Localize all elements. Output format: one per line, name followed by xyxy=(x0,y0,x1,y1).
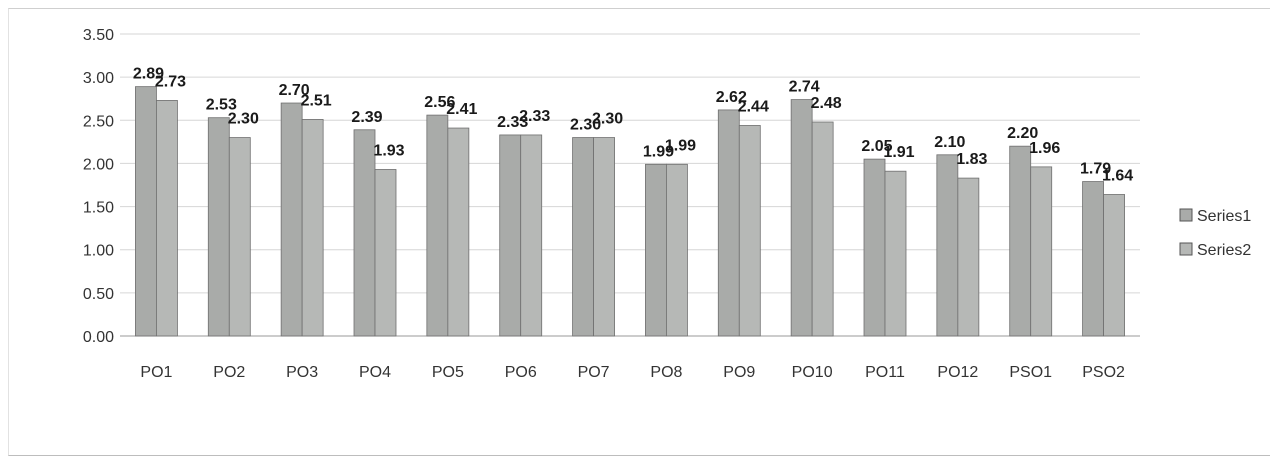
y-tick-label: 3.00 xyxy=(83,70,114,87)
x-tick-label: PO8 xyxy=(650,364,682,381)
bar-series2 xyxy=(156,100,178,337)
data-label-series2: 1.93 xyxy=(373,142,404,159)
x-tick-label: PO7 xyxy=(578,364,610,381)
y-tick-label: 2.50 xyxy=(83,113,114,130)
bar-series1 xyxy=(645,163,667,337)
bar-series1 xyxy=(207,117,230,337)
data-label-series2: 2.33 xyxy=(519,108,550,125)
data-label-series2: 1.96 xyxy=(1029,140,1060,157)
legend-swatch xyxy=(1179,242,1193,256)
bar-series1 xyxy=(499,134,522,337)
x-tick-label: PO3 xyxy=(286,364,318,381)
bar-series2 xyxy=(811,121,834,337)
x-tick-label: PO6 xyxy=(505,364,537,381)
bar-series2 xyxy=(738,125,761,337)
bar-series1 xyxy=(572,137,594,337)
bar-series2 xyxy=(301,119,324,337)
data-label-series2: 1.91 xyxy=(883,144,914,161)
data-label-series2: 2.73 xyxy=(155,73,186,90)
bars xyxy=(135,86,1125,337)
y-tick-label: 3.50 xyxy=(83,27,114,44)
legend-label: Series2 xyxy=(1197,242,1251,259)
bar-series1 xyxy=(717,109,740,337)
bar-series1 xyxy=(1009,145,1032,337)
bar-series1 xyxy=(790,99,813,337)
gridlines xyxy=(120,33,1140,337)
data-label-series2: 1.64 xyxy=(1102,167,1133,184)
x-tick-label: PSO1 xyxy=(1009,364,1052,381)
data-label-series1: 2.20 xyxy=(1007,125,1038,142)
bar-series2 xyxy=(1103,194,1125,337)
bar-series2 xyxy=(228,137,251,337)
bar-series1 xyxy=(426,114,449,337)
data-label-series1: 2.70 xyxy=(279,82,310,99)
y-tick-label: 0.00 xyxy=(83,329,114,346)
bar-series1 xyxy=(135,86,157,337)
data-label-series1: 1.99 xyxy=(643,143,674,160)
data-label-series1: 2.33 xyxy=(497,114,528,131)
chart-frame xyxy=(8,8,1270,456)
data-label-series2: 2.48 xyxy=(811,95,842,112)
data-label-series2: 2.41 xyxy=(446,101,477,118)
data-label-series2: 1.99 xyxy=(665,137,696,154)
x-tick-label: PO5 xyxy=(432,364,464,381)
y-tick-label: 1.00 xyxy=(83,243,114,260)
bar-series1 xyxy=(353,129,376,337)
bar-series1 xyxy=(280,102,303,337)
x-tick-label: PO10 xyxy=(792,364,833,381)
data-label-series2: 2.51 xyxy=(301,92,332,109)
x-tick-label: PO4 xyxy=(359,364,391,381)
bar-series1 xyxy=(936,154,959,337)
data-label-series2: 1.83 xyxy=(956,151,987,168)
bar-series2 xyxy=(447,127,470,337)
data-label-series2: 2.44 xyxy=(738,98,769,115)
data-label-series1: 2.30 xyxy=(570,117,601,134)
bar-series1 xyxy=(1082,181,1104,337)
x-axis: PO1 PO2 PO3 PO4 PO5 PO6 PO7 PO8 PO9 PO10 PO11 PO12 P… xyxy=(120,335,1140,381)
x-tick-label: PSO2 xyxy=(1082,364,1125,381)
bar-series2 xyxy=(593,137,615,337)
bar-series2 xyxy=(374,169,397,337)
x-tick-label: PO2 xyxy=(213,364,245,381)
x-tick-label: PO9 xyxy=(723,364,755,381)
bar-series1 xyxy=(863,158,886,337)
data-label-series1: 2.53 xyxy=(206,97,237,114)
data-label-series1: 2.39 xyxy=(351,109,382,126)
data-label-series2: 2.30 xyxy=(592,111,623,128)
x-tick-label: PO12 xyxy=(937,364,978,381)
legend: Series1 Series2 xyxy=(1179,208,1251,259)
data-label-series1: 1.79 xyxy=(1080,161,1111,178)
bar-series2 xyxy=(520,134,543,337)
data-label-series2: 2.30 xyxy=(228,111,259,128)
data-label-series1: 2.10 xyxy=(934,134,965,151)
bar-series2 xyxy=(1030,166,1053,337)
x-tick-label: PO1 xyxy=(140,364,172,381)
data-label-series1: 2.62 xyxy=(716,89,747,106)
y-tick-label: 2.00 xyxy=(83,156,114,173)
y-tick-label: 1.50 xyxy=(83,200,114,217)
bar-series2 xyxy=(884,170,907,337)
data-label-series1: 2.89 xyxy=(133,66,164,83)
data-labels: 2.892.732.532.302.702.512.391.932.562.41… xyxy=(133,66,1133,185)
bar-series2 xyxy=(957,177,980,337)
y-tick-label: 0.50 xyxy=(83,286,114,303)
legend-label: Series1 xyxy=(1197,208,1251,225)
bar-series2 xyxy=(666,163,688,337)
data-label-series1: 2.74 xyxy=(789,79,820,96)
x-tick-label: PO11 xyxy=(865,364,905,381)
y-axis: 0.00 0.50 1.00 1.50 2.00 2.50 3.00 3.50 xyxy=(83,27,114,346)
data-label-series1: 2.05 xyxy=(861,138,892,155)
data-label-series1: 2.56 xyxy=(424,94,455,111)
legend-swatch xyxy=(1179,208,1193,222)
